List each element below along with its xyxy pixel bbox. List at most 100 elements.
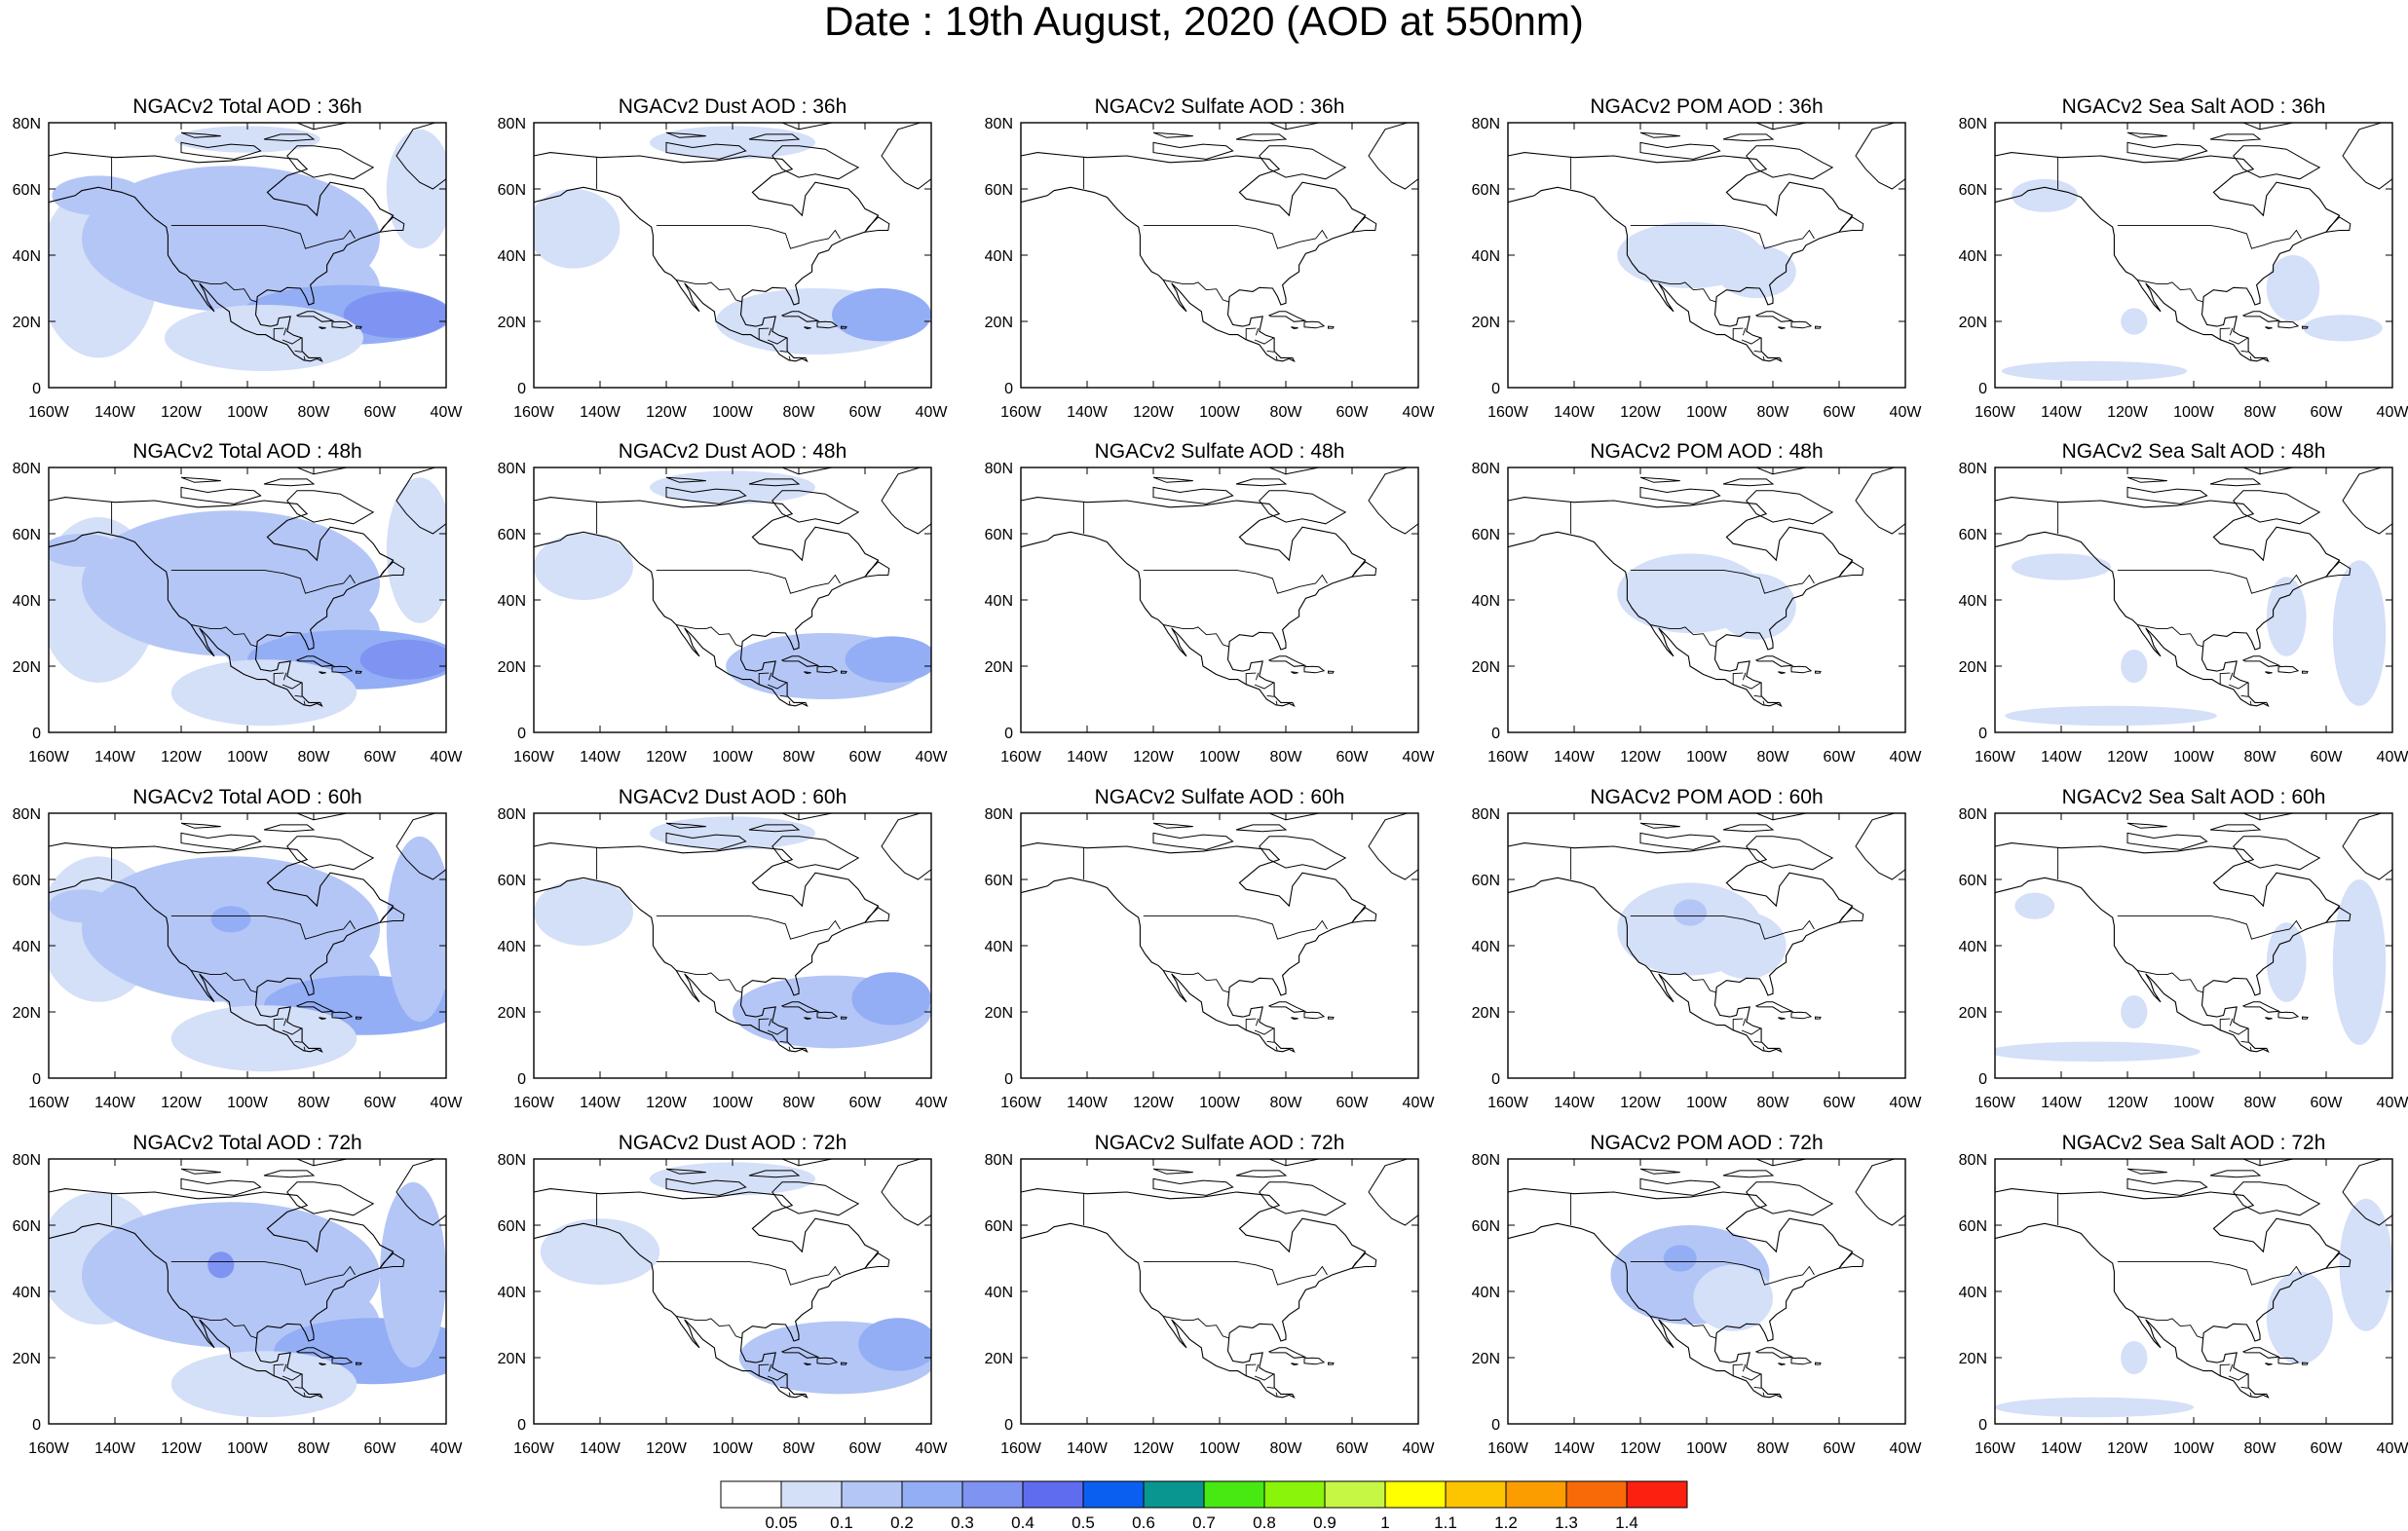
island-outline [780,467,835,475]
island-outline [816,1011,839,1020]
island-outline [1303,665,1326,674]
x-tick-label: 60W [1336,749,1370,766]
island-outline [780,813,835,821]
island-outline [286,145,375,180]
island-outline [1639,141,1721,160]
coastline [49,152,395,362]
panel-title: NGACv2 Sea Salt AOD : 48h [2062,440,2326,463]
colorbar: 0.05 0.1 0.2 0.3 0.4 0.5 0.6 0.7 0.8 0.9 1 1.1 1.2 1.… [720,1480,1688,1531]
panel-title: NGACv2 Dust AOD : 48h [619,440,847,463]
country-border [1630,1260,1815,1286]
y-tick-label: 20N [1959,315,1987,331]
map-background [1021,813,1418,1078]
island-outline [2126,476,2167,483]
island-outline [180,131,221,138]
country-border [2228,682,2248,690]
country-border [788,1046,791,1052]
island-outline [2241,1001,2281,1013]
y-tick-label: 60N [13,1218,41,1235]
y-tick-label: 60N [1959,873,1987,889]
island-outline [1328,1362,1335,1365]
y-tick-label: 20N [985,315,1013,331]
island-outline [1790,1011,1813,1020]
y-tick-label: 80N [1472,806,1500,823]
country-border [1650,1316,1716,1339]
y-tick-label: 20N [1472,1351,1500,1367]
country-border [768,1363,772,1372]
y-tick-label: 40N [1472,1285,1500,1301]
map-panel: NGACv2 POM AOD : 48h 160W 140W 120W 100W 80W 6… [1472,440,1923,766]
country-border [282,327,287,336]
x-tick-label: 100W [712,749,754,766]
country-border [2229,1018,2234,1027]
country-border [676,624,742,648]
x-tick-label: 100W [712,1440,754,1457]
country-border [2137,624,2203,648]
island-outline [1328,670,1335,674]
x-tick-label: 60W [1824,1095,1857,1111]
aod-field-cell [359,639,446,680]
aod-field-cell [170,1005,357,1072]
x-tick-label: 120W [161,1440,203,1457]
country-border [1742,327,1747,336]
coastline [534,842,880,1053]
map-background [1995,1159,2392,1424]
island-outline [1259,1181,1347,1216]
island-outline [1722,133,1775,142]
island-outline [2126,1177,2208,1196]
country-border [779,1040,787,1043]
colorbar-swatch [1203,1480,1265,1509]
island-outline [2209,133,2262,142]
colorbar-swatch [1626,1480,1688,1509]
x-tick-label: 120W [161,749,203,766]
aod-field-cell [210,906,251,933]
country-border [788,700,791,706]
x-tick-label: 160W [1000,749,1042,766]
colorbar-swatch [1082,1480,1145,1509]
country-border [1163,280,1229,303]
coastline [1021,152,1367,362]
x-tick-label: 100W [2173,404,2215,421]
x-tick-label: 40W [1403,404,1436,421]
island-outline [1815,325,1822,329]
island-outline [780,123,835,131]
island-outline [1368,467,1418,535]
y-tick-label: 60N [13,527,41,543]
y-tick-label: 60N [1472,1218,1500,1235]
map-panel: NGACv2 Dust AOD : 60h 160W 140W 120W 100W 80W… [498,786,949,1111]
map-panel: NGACv2 Total AOD : 36h 160W 140W 120W 100W 80… [13,95,464,421]
x-tick-label: 120W [1133,749,1175,766]
country-border [294,694,302,697]
country-border [282,1363,287,1372]
y-tick-label: 60N [1472,182,1500,199]
country-border [1650,280,1716,303]
x-tick-label: 120W [1620,1095,1662,1111]
y-tick-label: 40N [985,248,1013,265]
y-tick-label: 60N [13,873,41,889]
country-border [1143,915,1328,940]
y-tick-label: 20N [1959,659,1987,676]
island-outline [1259,836,1347,871]
aod-field-cell [2001,360,2188,382]
y-tick-label: 40N [13,939,41,955]
country-border [1255,672,1260,681]
colorbar-swatch [901,1480,963,1509]
panel-title: NGACv2 Sulfate AOD : 36h [1095,95,1345,118]
colorbar-label: 1.3 [1555,1513,1578,1531]
island-outline [180,141,262,160]
country-border [294,1386,302,1389]
island-outline [2126,141,2208,160]
x-tick-label: 40W [431,1095,464,1111]
island-outline [771,836,860,871]
country-border [191,280,257,303]
aod-field-cell [2266,1271,2333,1364]
aod-field-cell [49,889,115,923]
x-tick-label: 160W [513,404,555,421]
map-background [1995,467,2392,732]
x-tick-label: 40W [916,749,949,766]
x-tick-label: 160W [1000,404,1042,421]
island-outline [295,123,350,131]
country-border [1742,1363,1747,1372]
y-tick-label: 20N [985,1351,1013,1367]
